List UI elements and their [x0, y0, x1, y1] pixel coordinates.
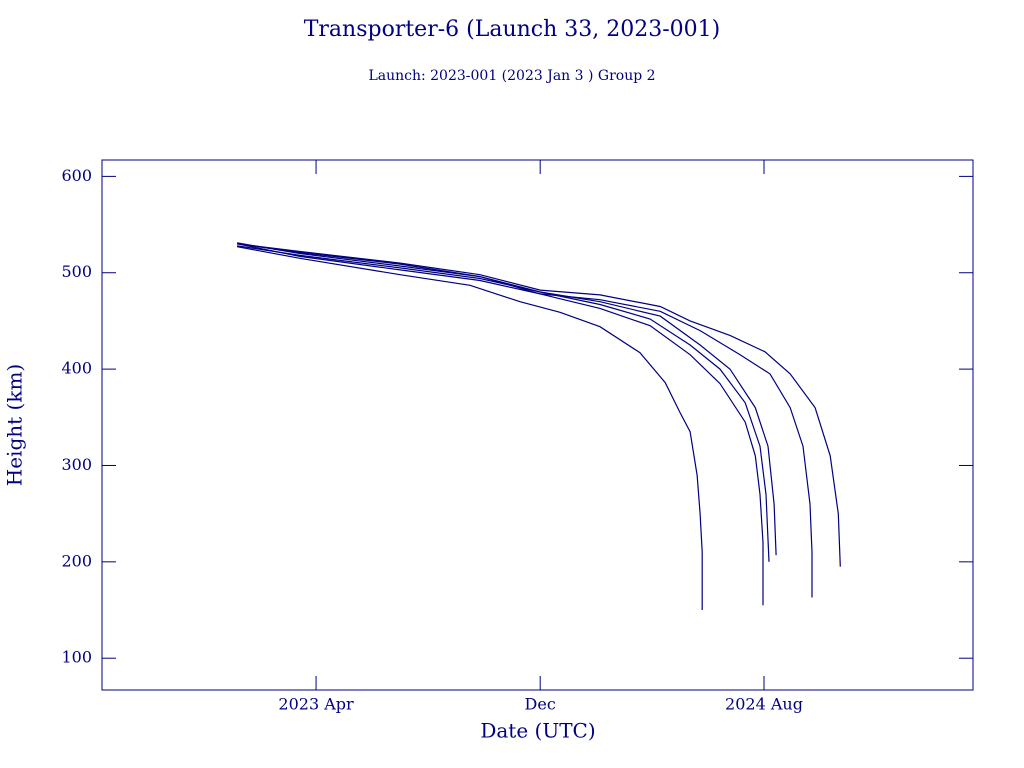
- x-tick-label: 2024 Aug: [725, 695, 803, 714]
- x-tick-label: Dec: [525, 695, 556, 714]
- plot-frame: [101, 159, 974, 691]
- y-tick-label: 400: [61, 359, 92, 378]
- chart-subtitle: Launch: 2023-001 (2023 Jan 3 ) Group 2: [368, 68, 655, 84]
- y-axis-label: Height (km): [3, 364, 27, 486]
- decay-line: [237, 242, 777, 556]
- y-tick-label: 500: [61, 262, 92, 281]
- decay-line: [236, 246, 703, 610]
- decay-line: [237, 243, 813, 598]
- y-tick-label: 300: [61, 455, 92, 474]
- y-tick-label: 600: [61, 166, 92, 185]
- decay-line: [236, 243, 764, 606]
- y-tick-label: 200: [61, 551, 92, 570]
- chart-title: Transporter-6 (Launch 33, 2023-001): [304, 17, 721, 42]
- y-tick-label: 100: [61, 648, 92, 667]
- x-axis-label: Date (UTC): [480, 719, 595, 743]
- decay-line: [237, 245, 770, 562]
- x-tick-label: 2023 Apr: [278, 695, 354, 714]
- decay-line: [237, 243, 841, 567]
